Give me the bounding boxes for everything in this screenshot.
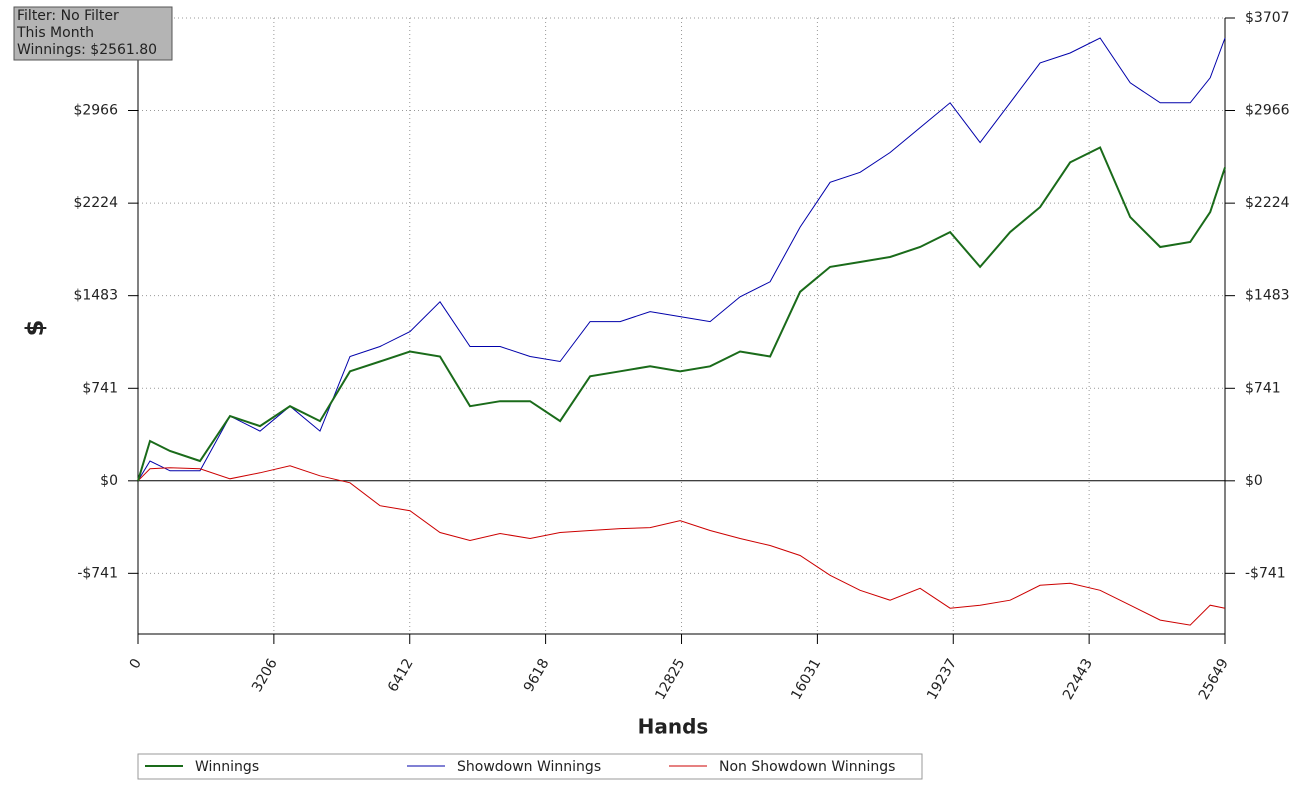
legend-label: Showdown Winnings [457,759,601,775]
series-line [137,146,1226,482]
filter-box [13,6,173,61]
filter-line: This Month [16,25,94,41]
legend-items: Winnings Showdown Winnings Non Showdown Wi… [145,759,895,775]
y-tick-label: $741 [82,380,118,396]
series-line [137,37,1226,482]
x-axis-label: Hands [638,715,709,739]
filter-line: Winnings: $2561.80 [17,42,157,58]
y-tick-label-right: $3707 [1245,10,1290,26]
y-tick-label-right: -$741 [1245,565,1286,581]
y-tick-label: $1483 [73,288,118,304]
y-tick-label-right: $0 [1245,473,1263,489]
legend-label: Winnings [195,759,259,775]
y-axis-label: $ [21,320,49,337]
legend-label: Non Showdown Winnings [719,759,895,775]
y-tick-label: $2224 [73,195,118,211]
y-tick-label: $0 [100,473,118,489]
y-tick-label-right: $1483 [1245,288,1290,304]
y-tick-label: -$741 [77,565,118,581]
filter-line: Filter: No Filter [17,8,119,24]
y-tick-label-right: $2966 [1245,103,1290,119]
y-tick-label: $2966 [73,103,118,119]
series-line [137,465,1226,626]
y-tick-label-right: $2224 [1245,195,1290,211]
legend [137,753,923,780]
y-tick-label-right: $741 [1245,380,1281,396]
